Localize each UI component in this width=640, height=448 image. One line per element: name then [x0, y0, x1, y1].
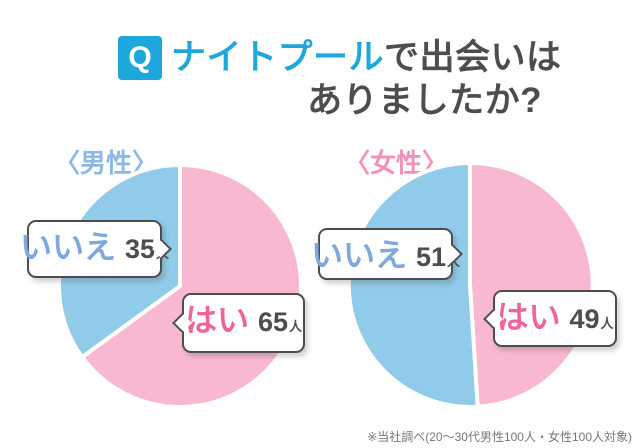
title-rest: で出会いは: [384, 38, 562, 77]
female-pie-chart: [346, 160, 595, 409]
female-yes-value: 49: [569, 304, 600, 334]
male-no-value: 35: [124, 234, 156, 264]
female-pie-slice-yes: [468, 160, 595, 409]
question-badge-letter: Q: [128, 41, 152, 74]
male-no-callout: いいえ 35 人: [20, 220, 172, 278]
male-no-label: いいえ: [19, 229, 116, 265]
question-badge: Q: [118, 36, 162, 80]
male-yes-label: はい: [184, 302, 249, 338]
page-title-line2: ありましたか?: [307, 81, 542, 120]
female-yes-unit: 人: [600, 316, 614, 331]
female-pie-slice-no: [346, 161, 480, 409]
female-no-value: 51: [415, 242, 447, 272]
survey-footnote: ※当社調べ(20〜30代男性100人・女性100人対象): [367, 430, 632, 444]
male-yes-value: 65: [257, 307, 289, 337]
male-pie-chart: [57, 163, 303, 409]
female-yes-callout: はい 49 人: [483, 290, 617, 347]
title-highlight: ナイトプール: [171, 38, 385, 77]
male-yes-unit: 人: [289, 319, 303, 334]
female-no-callout: いいえ 51 人: [311, 228, 463, 280]
female-yes-label: はい: [496, 299, 561, 335]
female-no-label: いいえ: [310, 237, 407, 273]
male-yes-callout: はい 65 人: [172, 293, 305, 353]
page-title-line1: ナイトプールで出会いは: [171, 37, 562, 79]
